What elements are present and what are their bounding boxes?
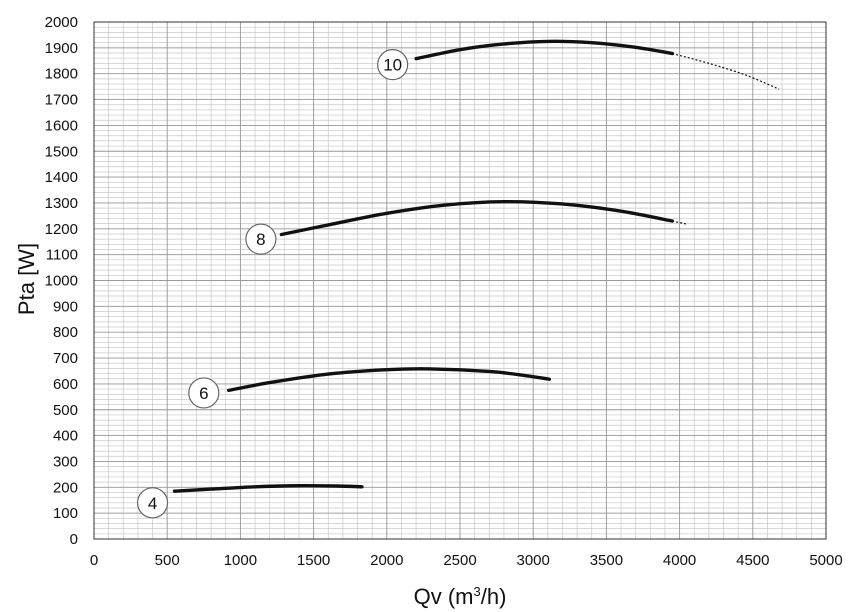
y-tick-label: 1900 (45, 40, 78, 57)
major-grid (94, 22, 826, 539)
curve-10 (416, 41, 672, 58)
y-tick-label: 2000 (45, 14, 78, 31)
y-tick-label: 600 (53, 376, 78, 393)
x-tick-label: 4500 (736, 552, 769, 569)
x-axis-label-tail: /h) (481, 584, 507, 609)
y-tick-label: 500 (53, 402, 78, 419)
curves (175, 41, 780, 491)
y-tick-label: 200 (53, 479, 78, 496)
curve-6-label: 6 (199, 384, 208, 403)
curve-6 (229, 369, 550, 391)
y-tick-label: 100 (53, 505, 78, 522)
x-axis-label-main: Qv (m (414, 584, 474, 609)
y-tick-label: 1000 (45, 273, 78, 290)
y-tick-label: 1500 (45, 143, 78, 160)
curve-10-label: 10 (383, 56, 402, 75)
curve-4 (175, 486, 362, 491)
y-tick-label: 900 (53, 298, 78, 315)
y-axis-label: Pta [W] (14, 243, 39, 315)
y-tick-label: 0 (70, 531, 78, 548)
y-tick-label: 400 (53, 428, 78, 445)
y-tick-label: 1800 (45, 66, 78, 83)
x-tick-label: 3500 (590, 552, 623, 569)
x-tick-label: 4000 (663, 552, 696, 569)
x-tick-label: 5000 (809, 552, 842, 569)
y-tick-label: 1400 (45, 169, 78, 186)
x-axis-label-sup: 3 (473, 584, 480, 599)
x-tick-label: 0 (90, 552, 98, 569)
curve-labels: 4 6 8 10 (138, 50, 408, 518)
x-tick-label: 3000 (517, 552, 550, 569)
x-tick-label: 1500 (297, 552, 330, 569)
y-tick-label: 1200 (45, 221, 78, 238)
x-tick-label: 2500 (443, 552, 476, 569)
y-tick-labels: 0 100 200 300 400 500 600 700 800 900 1000 1100 1200… (45, 14, 78, 548)
y-tick-label: 700 (53, 350, 78, 367)
y-tick-label: 1100 (46, 247, 78, 264)
curve-8 (281, 202, 672, 235)
curve-4-label: 4 (148, 494, 157, 513)
y-tick-label: 1600 (45, 117, 78, 134)
x-tick-label: 2000 (370, 552, 403, 569)
x-tick-label: 1000 (224, 552, 257, 569)
y-tick-label: 1300 (45, 195, 78, 212)
x-tick-labels: 0 500 1000 1500 2000 2500 3000 3500 4000 4500 5000 (90, 552, 843, 569)
y-tick-label: 300 (53, 453, 78, 470)
x-axis-label: Qv (m3/h) (414, 584, 507, 609)
x-tick-label: 500 (155, 552, 180, 569)
y-tick-label: 1700 (45, 92, 78, 109)
y-tick-label: 800 (53, 324, 78, 341)
curve-8-label: 8 (256, 230, 265, 249)
